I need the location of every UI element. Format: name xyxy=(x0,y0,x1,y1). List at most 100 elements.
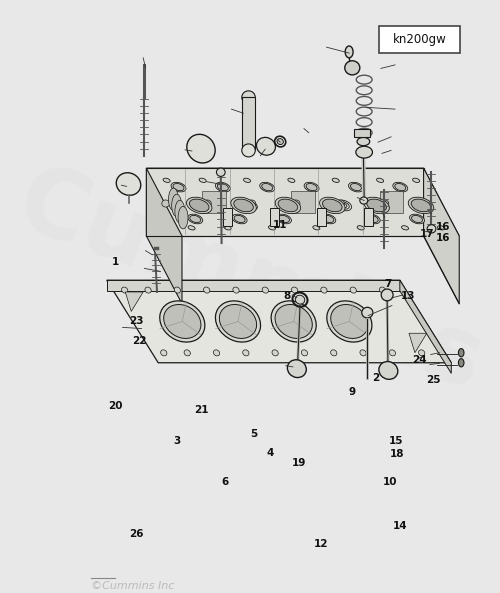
Ellipse shape xyxy=(330,304,368,339)
Ellipse shape xyxy=(198,203,205,208)
Ellipse shape xyxy=(160,350,167,356)
Text: kn200gw: kn200gw xyxy=(392,33,446,46)
Ellipse shape xyxy=(380,287,386,293)
Ellipse shape xyxy=(199,178,206,183)
Ellipse shape xyxy=(332,178,340,183)
Ellipse shape xyxy=(277,139,283,145)
Ellipse shape xyxy=(242,91,256,104)
Ellipse shape xyxy=(302,350,308,356)
Text: 8: 8 xyxy=(284,291,290,301)
Ellipse shape xyxy=(330,350,337,356)
Polygon shape xyxy=(242,97,256,151)
Polygon shape xyxy=(364,208,373,226)
Polygon shape xyxy=(106,280,452,363)
Text: ©Cummins Inc: ©Cummins Inc xyxy=(91,581,174,591)
Ellipse shape xyxy=(376,178,384,183)
Ellipse shape xyxy=(288,360,306,378)
Polygon shape xyxy=(146,168,182,304)
Ellipse shape xyxy=(338,202,349,209)
Ellipse shape xyxy=(174,287,180,293)
Ellipse shape xyxy=(278,199,297,212)
Ellipse shape xyxy=(382,200,398,211)
Ellipse shape xyxy=(194,200,210,211)
Ellipse shape xyxy=(345,60,360,75)
Ellipse shape xyxy=(381,289,393,301)
Ellipse shape xyxy=(402,226,408,230)
Ellipse shape xyxy=(241,200,258,211)
Ellipse shape xyxy=(335,200,351,211)
Ellipse shape xyxy=(216,182,230,192)
Ellipse shape xyxy=(412,178,420,183)
Ellipse shape xyxy=(367,215,378,222)
Ellipse shape xyxy=(327,301,372,342)
Polygon shape xyxy=(409,333,427,353)
Ellipse shape xyxy=(214,350,220,356)
Text: 23: 23 xyxy=(129,317,144,327)
Ellipse shape xyxy=(234,215,245,222)
Text: 21: 21 xyxy=(194,405,208,415)
Ellipse shape xyxy=(122,287,128,293)
Ellipse shape xyxy=(387,203,394,208)
Ellipse shape xyxy=(172,195,181,216)
Ellipse shape xyxy=(321,214,336,224)
Ellipse shape xyxy=(220,304,256,339)
Ellipse shape xyxy=(190,215,200,222)
Ellipse shape xyxy=(272,350,278,356)
Ellipse shape xyxy=(231,197,256,213)
Ellipse shape xyxy=(262,287,268,293)
Text: 2: 2 xyxy=(372,372,380,382)
Ellipse shape xyxy=(322,199,342,212)
Ellipse shape xyxy=(190,199,209,212)
Ellipse shape xyxy=(313,226,320,230)
Ellipse shape xyxy=(216,301,260,342)
Text: 4: 4 xyxy=(266,448,274,458)
Ellipse shape xyxy=(364,197,390,213)
Ellipse shape xyxy=(244,178,250,183)
Ellipse shape xyxy=(218,183,228,191)
Ellipse shape xyxy=(367,199,386,212)
Ellipse shape xyxy=(233,287,239,293)
Ellipse shape xyxy=(348,182,364,192)
Ellipse shape xyxy=(356,146,372,158)
Ellipse shape xyxy=(389,350,396,356)
Ellipse shape xyxy=(288,200,304,211)
FancyBboxPatch shape xyxy=(379,26,460,53)
Ellipse shape xyxy=(116,173,141,195)
Ellipse shape xyxy=(160,301,205,342)
Ellipse shape xyxy=(268,226,276,230)
Ellipse shape xyxy=(163,178,170,183)
Text: 15: 15 xyxy=(388,436,403,446)
Text: 16: 16 xyxy=(436,222,450,231)
Text: 20: 20 xyxy=(108,401,122,411)
Text: 24: 24 xyxy=(412,355,427,365)
Text: 19: 19 xyxy=(292,458,306,468)
Ellipse shape xyxy=(256,138,276,155)
Text: 3: 3 xyxy=(174,436,181,446)
Polygon shape xyxy=(146,168,424,236)
Ellipse shape xyxy=(278,215,289,222)
Ellipse shape xyxy=(320,197,345,213)
Text: 10: 10 xyxy=(382,477,397,487)
Ellipse shape xyxy=(350,287,356,293)
Ellipse shape xyxy=(204,200,212,207)
Ellipse shape xyxy=(427,225,436,233)
Polygon shape xyxy=(223,208,232,226)
Ellipse shape xyxy=(292,203,300,208)
Ellipse shape xyxy=(168,188,178,211)
Ellipse shape xyxy=(290,202,302,209)
Ellipse shape xyxy=(242,350,249,356)
Text: 11: 11 xyxy=(273,221,287,230)
Ellipse shape xyxy=(232,214,247,224)
Ellipse shape xyxy=(292,200,300,207)
Polygon shape xyxy=(202,192,226,213)
Ellipse shape xyxy=(381,200,388,207)
Ellipse shape xyxy=(438,226,444,230)
Ellipse shape xyxy=(288,178,295,183)
Text: Cummins: Cummins xyxy=(4,156,495,410)
Ellipse shape xyxy=(362,307,373,318)
Text: 13: 13 xyxy=(400,291,415,301)
Ellipse shape xyxy=(321,287,327,293)
Ellipse shape xyxy=(323,215,334,222)
Ellipse shape xyxy=(178,206,188,229)
Ellipse shape xyxy=(393,182,407,192)
